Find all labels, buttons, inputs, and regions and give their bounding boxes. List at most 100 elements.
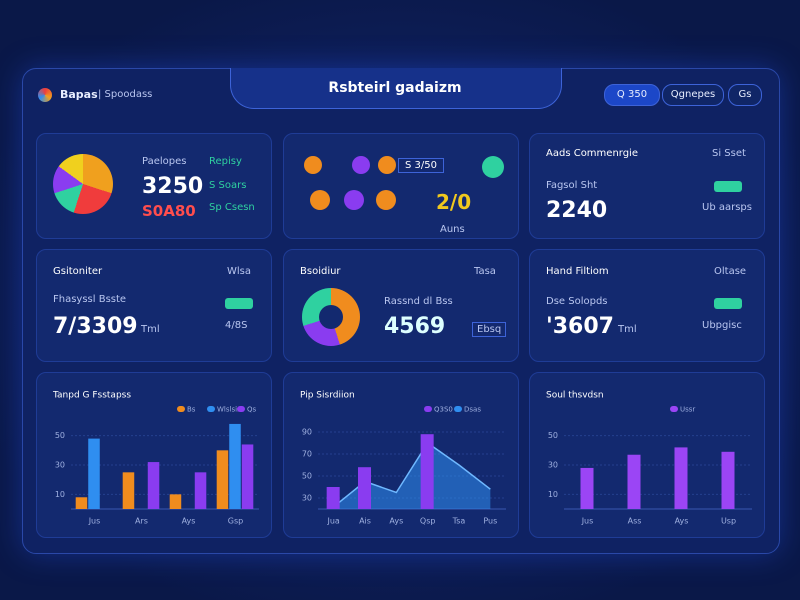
x-tick-label: Tsa xyxy=(452,517,466,526)
page-title: Rsbteirl gadaizm xyxy=(328,80,462,96)
legend-swatch xyxy=(424,406,432,412)
icon xyxy=(310,190,330,210)
brand: Bapas xyxy=(60,88,98,101)
card-label: Gsitoniter xyxy=(53,266,103,277)
card-sub: S0A80 xyxy=(142,202,196,220)
card-sub: Fhasyssl Bsste xyxy=(53,294,127,305)
legend-label: Wlslsis xyxy=(217,406,241,414)
chart-card: Pip Sisrdiion Q3S0 Dsas 30 50 70 90 Jua Ais Ays Qs… xyxy=(283,372,519,538)
card-label: Bsoidiur xyxy=(300,266,341,277)
legend-swatch xyxy=(454,406,462,412)
bar xyxy=(721,451,735,509)
chart: Soul thsvdsn Ussr 10 30 50 Jus Ass Ays Usp xyxy=(546,391,752,526)
bar xyxy=(358,467,371,509)
icon xyxy=(352,156,370,174)
bar xyxy=(216,450,229,509)
x-tick-label: Gsp xyxy=(228,517,243,526)
tag xyxy=(225,298,253,309)
money-icon xyxy=(482,156,504,178)
card-sub: Fagsol Sht xyxy=(546,180,598,191)
legend-label: Qs xyxy=(247,406,257,414)
y-tick-label: 90 xyxy=(302,428,312,437)
icon xyxy=(378,156,396,174)
bar xyxy=(122,472,135,509)
card: Gsitoniter Wlsa Fhasyssl Bsste 7/3309 Tm… xyxy=(36,249,272,362)
card-sub: Auns xyxy=(440,224,465,235)
card-note: Ebsq xyxy=(472,322,507,337)
bar xyxy=(194,472,207,509)
title-tab xyxy=(230,68,562,109)
card: Bsoidiur Tasa Rassnd dl Bss 4569 Ebsq xyxy=(283,249,519,362)
icon xyxy=(304,156,322,174)
x-tick-label: Ays xyxy=(389,517,403,526)
card-value: 2/0 xyxy=(436,190,472,214)
card-note: 4/8S xyxy=(225,320,248,331)
y-tick-label: 30 xyxy=(548,461,558,470)
chart-title: Pip Sisrdiion xyxy=(300,391,355,401)
gauge-icon xyxy=(53,154,113,214)
y-tick-label: 50 xyxy=(302,472,312,481)
y-tick-label: 10 xyxy=(548,490,558,499)
donut xyxy=(302,288,360,346)
card-label: Paelopes xyxy=(142,156,187,167)
user-button[interactable]: Gs xyxy=(728,84,762,106)
x-tick-label: Ays xyxy=(675,517,689,526)
card-right: Oltase xyxy=(714,266,747,277)
bar xyxy=(627,454,641,509)
legend-label: Ussr xyxy=(680,406,695,414)
x-tick-label: Ars xyxy=(135,517,148,526)
card-unit: Tml xyxy=(618,324,637,335)
y-tick-label: 70 xyxy=(302,450,312,459)
legend-label: Bs xyxy=(187,406,196,414)
icon xyxy=(376,190,396,210)
card-sub: Dse Solopds xyxy=(546,296,608,307)
card-value: 7/3309 xyxy=(53,314,138,339)
y-tick-label: 50 xyxy=(55,431,65,440)
legend-label: Dsas xyxy=(464,406,481,414)
card-label: S 3/50 xyxy=(398,158,444,173)
y-tick-label: 50 xyxy=(548,431,558,440)
x-tick-label: Qsp xyxy=(420,517,436,526)
bar xyxy=(674,447,688,509)
x-tick-label: Jua xyxy=(326,517,339,526)
x-tick-label: Jus xyxy=(88,517,101,526)
legend-label: Q3S0 xyxy=(434,406,453,414)
card-stat: S Soars xyxy=(209,180,247,191)
card: Paelopes 3250 S0A80 Repisy S Soars Sp Cs… xyxy=(36,133,272,239)
bar xyxy=(147,462,160,509)
card-sub: Rassnd dl Bss xyxy=(384,296,453,307)
x-tick-label: Usp xyxy=(721,517,736,526)
x-tick-label: Ass xyxy=(628,517,642,526)
search-button[interactable]: Q 350 xyxy=(604,84,660,106)
chart-title: Tanpd G Fsstapss xyxy=(52,391,131,401)
legend-swatch xyxy=(207,406,215,412)
bar xyxy=(241,444,254,509)
x-tick-label: Ais xyxy=(359,517,371,526)
y-tick-label: 10 xyxy=(55,490,65,499)
x-tick-label: Ays xyxy=(182,517,196,526)
x-tick-label: Pus xyxy=(483,517,497,526)
card-stat: Sp Csesn xyxy=(209,202,255,213)
card-note: Ub aarsps xyxy=(702,202,752,213)
card-stat: Repisy xyxy=(209,156,242,167)
chart-title: Soul thsvdsn xyxy=(546,391,604,401)
chart: Tanpd G Fsstapss Bs Wlslsis Qs 10 30 50 Jus Ars A… xyxy=(52,391,259,526)
card-value: 3250 xyxy=(142,174,204,199)
tag xyxy=(714,181,742,192)
x-tick-label: Jus xyxy=(581,517,594,526)
card-value: 2240 xyxy=(546,198,608,223)
brand-subtitle: | Spoodass xyxy=(98,89,153,100)
logo xyxy=(38,88,52,102)
card: S 3/50 2/0 Auns xyxy=(283,133,519,239)
chart: Pip Sisrdiion Q3S0 Dsas 30 50 70 90 Jua Ais Ays Qs… xyxy=(300,391,506,526)
options-button[interactable]: Qgnepes xyxy=(662,84,724,106)
legend-swatch xyxy=(670,406,678,412)
icon xyxy=(344,190,364,210)
legend-swatch xyxy=(237,406,245,412)
card-right: Wlsa xyxy=(227,266,252,277)
y-tick-label: 30 xyxy=(302,494,312,503)
chart-card: Tanpd G Fsstapss Bs Wlslsis Qs 10 30 50 Jus Ars A… xyxy=(36,372,272,538)
card-value: 4569 xyxy=(384,314,446,339)
bar xyxy=(420,434,434,509)
card-label: Aads Commenrgie xyxy=(546,148,638,159)
